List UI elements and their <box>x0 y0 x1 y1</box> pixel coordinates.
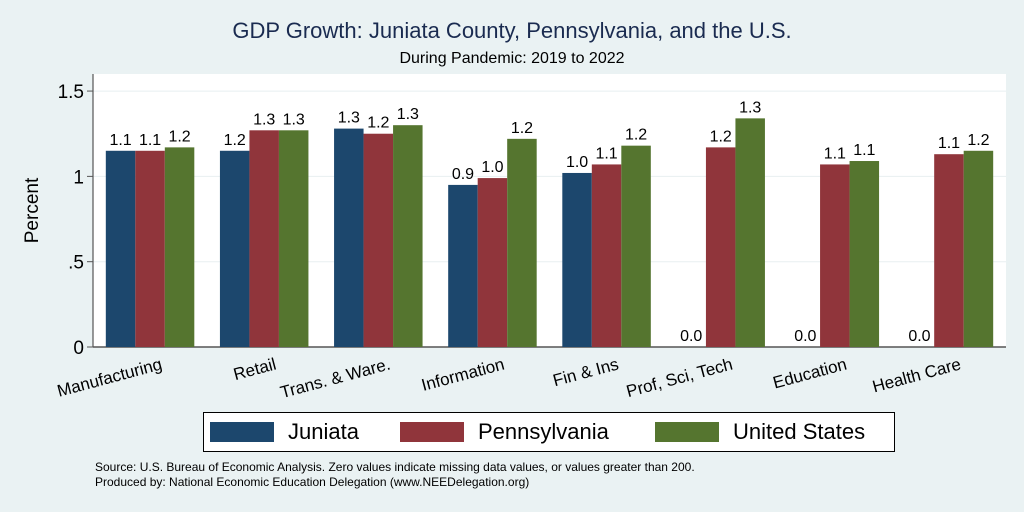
legend-item-juniata: Juniata <box>210 419 359 445</box>
data-label: 1.2 <box>967 132 989 149</box>
data-label: 1.2 <box>224 132 246 149</box>
data-label: 1.3 <box>338 110 360 127</box>
bar-pennsylvania <box>705 147 736 347</box>
legend-item-united-states: United States <box>655 419 865 445</box>
data-label: 1.0 <box>566 154 588 171</box>
data-label: 1.2 <box>511 120 533 137</box>
bar-united-states <box>393 125 423 347</box>
bar-united-states <box>963 150 994 347</box>
data-label: 1.3 <box>397 106 419 123</box>
data-label: 0.0 <box>794 328 816 345</box>
bar-united-states <box>278 130 309 347</box>
producer-note: Produced by: National Economic Education… <box>95 475 530 489</box>
legend-label-united-states: United States <box>733 419 866 444</box>
legend-swatch-pennsylvania <box>400 422 464 442</box>
bar-united-states <box>849 161 880 347</box>
data-label: 1.1 <box>853 142 875 159</box>
data-label: 1.3 <box>283 111 305 128</box>
legend-swatch-united-states <box>655 422 719 442</box>
chart-title: GDP Growth: Juniata County, Pennsylvania… <box>232 18 792 43</box>
x-tick-label: Manufacturing <box>55 355 164 401</box>
bar-juniata <box>562 172 592 347</box>
bar-juniata <box>334 128 364 347</box>
bar-united-states <box>735 118 765 347</box>
data-label: 1.0 <box>481 159 503 176</box>
bar-pennsylvania <box>477 178 508 347</box>
legend-label-juniata: Juniata <box>288 419 359 444</box>
y-tick-label: 1.5 <box>58 82 84 103</box>
data-label: 1.3 <box>739 99 761 116</box>
data-label: 1.1 <box>824 145 846 162</box>
data-label: 1.2 <box>710 128 732 145</box>
y-tick-label: .5 <box>68 253 84 274</box>
x-tick-label: Information <box>419 355 506 395</box>
chart-subtitle: During Pandemic: 2019 to 2022 <box>399 50 625 67</box>
x-tick-label: Fin & Ins <box>551 355 621 391</box>
legend-label-pennsylvania: Pennsylvania <box>478 419 609 444</box>
y-axis-label: Percent <box>22 177 43 243</box>
data-label: 1.1 <box>938 135 960 152</box>
bar-united-states <box>164 147 195 347</box>
legend-swatch-juniata <box>210 422 274 442</box>
data-label: 0.0 <box>908 328 930 345</box>
data-label: 0.9 <box>452 166 474 183</box>
x-tick-label: Prof, Sci, Tech <box>624 355 734 402</box>
bar-pennsylvania <box>820 164 850 347</box>
bar-chart: 0 .5 1 1.5 Percent 1.1 1.1 1.2 Manufacturing 1.2 1… <box>22 74 1006 403</box>
data-label: 1.1 <box>595 145 617 162</box>
data-label: 1.1 <box>109 132 131 149</box>
data-label: 1.2 <box>367 115 389 132</box>
x-tick-label: Retail <box>231 355 278 385</box>
data-label: 1.2 <box>625 127 647 144</box>
data-label: 1.1 <box>139 132 161 149</box>
bar-pennsylvania <box>591 164 622 347</box>
bar-united-states <box>507 138 537 347</box>
legend-item-pennsylvania: Pennsylvania <box>400 419 609 445</box>
data-label: 1.2 <box>168 128 190 145</box>
bar-pennsylvania <box>135 150 165 347</box>
source-note: Source: U.S. Bureau of Economic Analysis… <box>95 460 695 474</box>
y-tick-label: 1 <box>73 167 84 188</box>
bar-pennsylvania <box>249 130 279 347</box>
x-tick-label: Trans. & Ware. <box>278 355 392 403</box>
x-tick-label: Education <box>771 355 849 393</box>
bar-juniata <box>219 150 250 347</box>
x-tick-label: Health Care <box>870 355 963 397</box>
data-label: 1.3 <box>253 111 275 128</box>
data-label: 0.0 <box>680 328 702 345</box>
legend: Juniata Pennsylvania United States <box>203 412 895 452</box>
bar-pennsylvania <box>363 133 394 347</box>
y-tick-label: 0 <box>73 338 84 359</box>
bar-united-states <box>621 145 651 347</box>
bar-pennsylvania <box>934 154 964 347</box>
bar-juniata <box>105 150 136 347</box>
bar-juniata <box>448 184 478 347</box>
